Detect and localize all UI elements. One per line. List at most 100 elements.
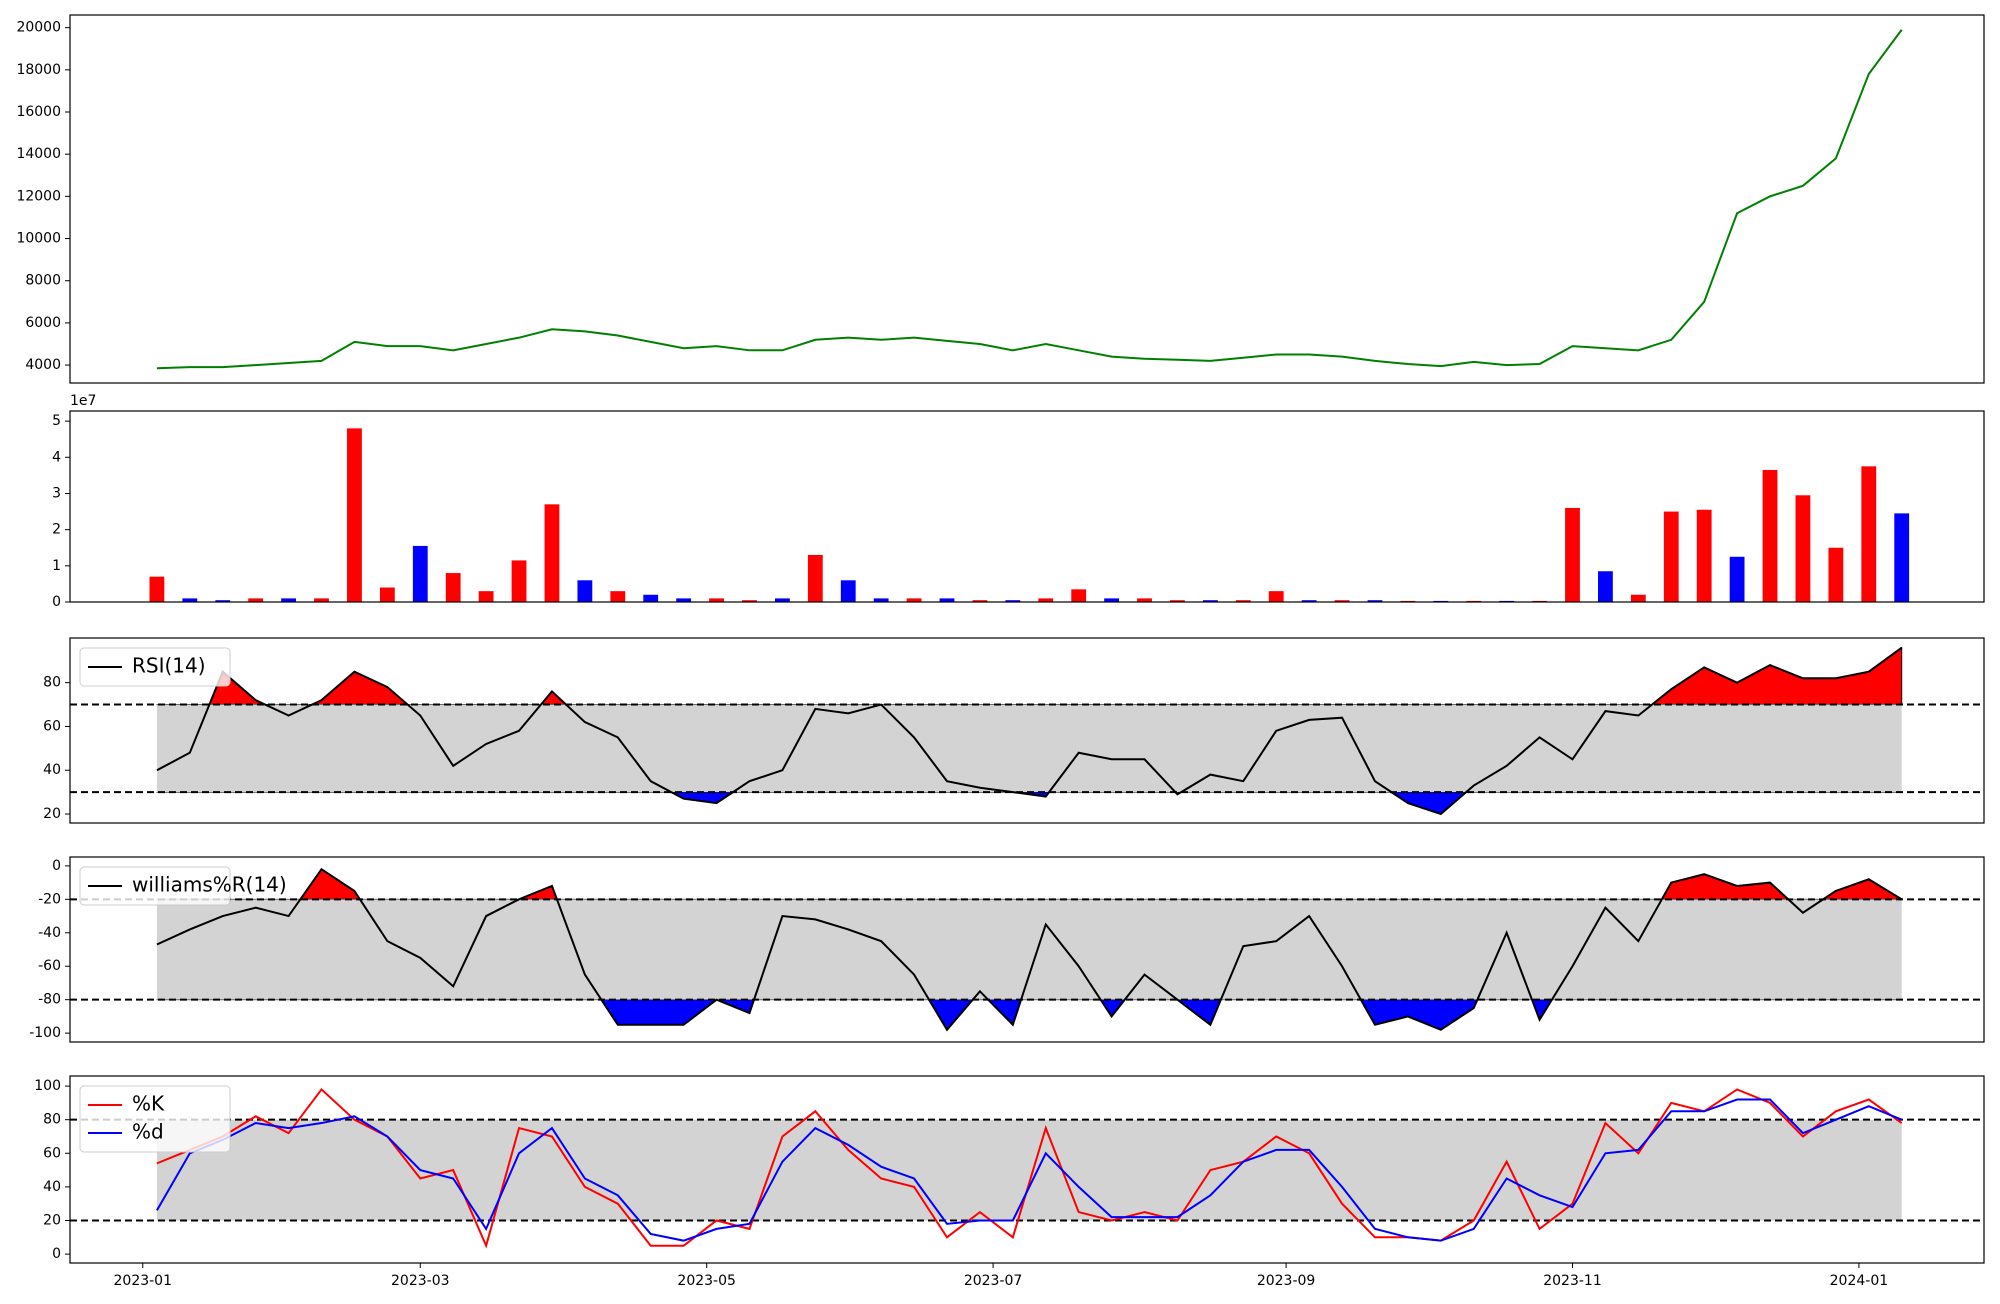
y-tick-label: 20 [43,806,61,822]
y-tick-label: 4000 [25,357,61,373]
axes-frame [69,14,1985,384]
bar [1828,547,1844,602]
legend-box [79,1085,231,1153]
y-tick-label: 0 [52,1246,61,1262]
y-tick-label: 3 [52,485,61,501]
y-tick-label: 0 [52,858,61,874]
y-tick-label: 10000 [16,231,61,247]
y-tick-label: 18000 [16,62,61,78]
bar [149,576,165,602]
y-tick-label: 6000 [25,315,61,331]
panel: 0 20 40 60 80 100 2023-01 2023-03 2023-05 2023-07… [34,1075,1985,1289]
bar [1762,469,1778,602]
bar [1630,594,1646,602]
bar [347,428,362,602]
bar [1334,600,1350,602]
bar [1038,598,1054,602]
y-tick-label: 8000 [25,273,61,289]
y-tick-label: 40 [43,1179,61,1195]
bar [577,580,593,602]
legend-label: %d [132,1120,164,1144]
bar [709,598,724,602]
bar [742,600,757,602]
y-tick-label: -60 [38,958,61,974]
bar [906,598,922,602]
bar [412,545,428,602]
y-tick-label: 60 [43,1145,61,1161]
x-tick-label: 2023-11 [1543,1273,1602,1289]
y-tick-label: 20000 [16,20,61,36]
bar [840,580,856,602]
line [156,1098,1903,1242]
bar [676,598,692,602]
y-tick-label: -40 [38,925,61,941]
threshold-fill [156,868,1903,900]
bar [511,560,527,602]
threshold-band [156,704,1902,793]
bar [1071,589,1087,602]
y-tick-label: 100 [34,1078,61,1094]
legend-box [79,866,231,906]
threshold-band [156,899,1902,1000]
bar [1104,598,1120,602]
y-tick-label: 80 [43,1112,61,1128]
y-tick-label: 80 [43,675,61,691]
panel: -100 -80 -60 -40 -20 0 williams%R(14) [29,856,1985,1043]
bar [643,594,659,602]
x-tick-label: 2023-07 [964,1273,1023,1289]
axes-frame [69,856,1985,1043]
bar [1235,600,1251,602]
y-tick-label: 4 [52,449,61,465]
bar [1696,509,1712,602]
axes-frame [69,637,1985,824]
bar [1367,600,1383,602]
line [156,646,1903,816]
legend-label: %K [132,1092,165,1116]
line [156,867,1903,1032]
y-tick-label: -20 [38,891,61,907]
y-tick-label: 2 [52,522,61,538]
bar [610,591,626,602]
bar [972,600,988,602]
bar [1795,495,1811,602]
bar [445,573,461,602]
bar [939,598,955,602]
bar [281,598,296,602]
bar [1663,511,1679,602]
line [156,1087,1903,1249]
bar [478,591,494,602]
bar [1137,598,1152,602]
bar [544,504,560,602]
legend-box [79,647,231,687]
legend-label: williams%R(14) [132,873,287,897]
y-tick-label: 12000 [16,188,61,204]
bar [1894,513,1910,602]
x-tick-label: 2023-03 [391,1273,450,1289]
axes-frame [69,410,1985,603]
legend-label: RSI(14) [132,654,206,678]
bar [1301,600,1317,602]
panel: 20 40 60 80 RSI(14) [43,637,1985,824]
y-tick-label: 60 [43,718,61,734]
bar [1170,600,1185,602]
bar [807,554,823,602]
x-tick-label: 2024-01 [1830,1273,1889,1289]
panel: 0 1 2 3 4 5 1e7 [52,393,1985,610]
bar [379,587,395,602]
axis-offset-label: 1e7 [70,393,96,409]
panel: 4000 6000 8000 10000 12000 14000 16000 18000 200… [16,14,1985,384]
y-tick-label: -100 [29,1025,61,1041]
bar [774,598,790,602]
bar [314,598,329,602]
threshold-fill [156,999,1903,1031]
line [156,29,1903,370]
bar [1861,466,1877,602]
x-tick-label: 2023-09 [1257,1273,1316,1289]
threshold-band [156,1119,1902,1221]
axes-frame [69,1075,1985,1264]
bar [1268,591,1284,602]
bar [215,600,231,602]
y-tick-label: 20 [43,1212,61,1228]
bar [1729,556,1745,602]
